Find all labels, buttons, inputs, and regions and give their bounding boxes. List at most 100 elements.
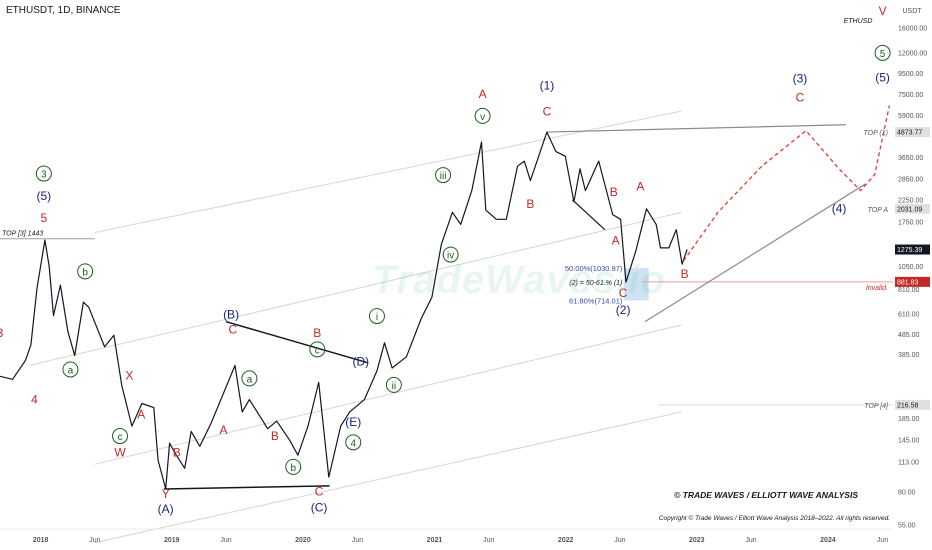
level-label: TOP [4] [864,403,889,410]
x-tick-label: Jun [745,537,756,544]
price-tag: 216.58 [897,402,919,409]
wave-label-circle [112,428,129,445]
wave-label: c [315,345,320,356]
y-tick-label: 485.00 [898,332,920,339]
wave-label: 3 [41,170,47,181]
footer-brand: © TRADE WAVES / ELLIOTT WAVE ANALYSIS [674,490,858,500]
wave-label: B [271,429,279,443]
trend-line [163,485,330,490]
wave-label: 5 [40,211,47,225]
wave-label: c [118,432,123,443]
fib-label: 50.00%(1030.97) [565,264,623,273]
wave-label: (3) [793,71,808,85]
y-tick-label: 113.00 [898,459,919,466]
wave-label: B [313,326,321,340]
fib-label: (2) = 50-61.% (1) [569,280,622,287]
wave-label: (E) [345,415,361,429]
wave-label: (5) [37,189,52,203]
price-line [0,131,688,490]
wave-label: V [879,4,887,18]
wave-label: Y [162,487,170,501]
wave-label: (D) [352,354,369,368]
footer-copyright: Copyright © Trade Waves / Elliott Wave A… [659,514,890,522]
wave-label: iii [440,171,447,182]
y-tick-label: 610.00 [898,312,920,319]
symbol-header: ETHUSDT, 1D, BINANCE [6,5,121,16]
y-tick-label: 55.00 [898,523,916,530]
wave-label: (4) [832,201,847,215]
x-tick-label: 2019 [164,537,180,544]
wave-label: B [526,197,534,211]
wave-label: C [315,485,324,499]
y-tick-label: 185.00 [898,416,920,423]
wave-label: W [114,446,126,460]
level-label: Invalid. [866,285,888,292]
price-tag-bg [895,399,930,410]
level-label: TOP (1) [863,130,888,137]
channel-line [94,411,682,544]
wave-label-circle [368,308,385,325]
wave-label: C [229,322,238,336]
wave-label: C [619,286,628,300]
wave-label: i [376,312,378,323]
wave-label-circle [35,165,52,182]
wave-label: A [137,408,145,422]
price-tag: 2031.09 [897,206,922,213]
wave-label: iv [447,251,454,262]
x-tick-label: 2023 [689,537,705,544]
wave-label-circle [442,246,459,263]
price-tag: 881.83 [897,279,919,286]
wave-label: 4 [350,438,356,449]
trend-line [572,199,606,231]
y-tick-label: 16000.00 [898,25,927,32]
wave-label: (B) [223,308,239,322]
wave-label-circle [285,458,302,475]
wave-label: b [82,267,88,278]
x-tick-label: Jun [220,537,231,544]
y-tick-label: 12000.00 [898,51,927,58]
y-tick-label: 385.00 [898,352,920,359]
y-tick-label: 9500.00 [898,71,923,78]
wave-label: B [610,185,618,199]
wave-label: a [68,365,74,376]
wave-label: C [543,104,552,118]
x-tick-label: 2022 [558,537,574,544]
x-tick-label: Jun [89,537,100,544]
wave-label-circle [345,434,362,451]
wave-label: (C) [311,501,328,515]
wave-label: 4 [31,393,38,407]
wave-label-circle [77,263,94,280]
wave-label: (2) [616,303,631,317]
wave-label: X [125,368,133,382]
x-tick-label: Jun [483,537,494,544]
wave-label-circle [435,167,452,184]
price-tag: 4873.77 [897,130,922,137]
x-tick-label: Jun [614,537,625,544]
price-tag-bg [895,244,930,255]
channel-line [94,324,682,465]
wave-label-circle [474,107,491,124]
wave-label: ii [392,381,396,392]
symbol-label: ETHUSD [844,18,873,25]
x-tick-label: 2021 [427,537,443,544]
wave-label: b [290,463,296,474]
channel-line [29,211,682,366]
fib-label: 61.80%(714.01) [569,296,623,305]
wave-label: (1) [540,79,555,93]
price-tag: 1275.39 [897,247,922,254]
wave-label: v [480,112,485,123]
wave-label-circle [309,341,326,358]
level-label: TOP A [868,207,889,214]
wave-label: A [220,423,228,437]
x-tick-label: 2020 [295,537,311,544]
x-tick-label: 2024 [820,537,836,544]
axis-unit: USDT [902,8,922,15]
wave-label: (A) [158,502,174,516]
trend-line [546,124,846,133]
projection-path [682,105,891,262]
y-tick-label: 7500.00 [898,92,923,99]
wave-label-circle [385,376,402,393]
wave-label: A [612,234,620,248]
